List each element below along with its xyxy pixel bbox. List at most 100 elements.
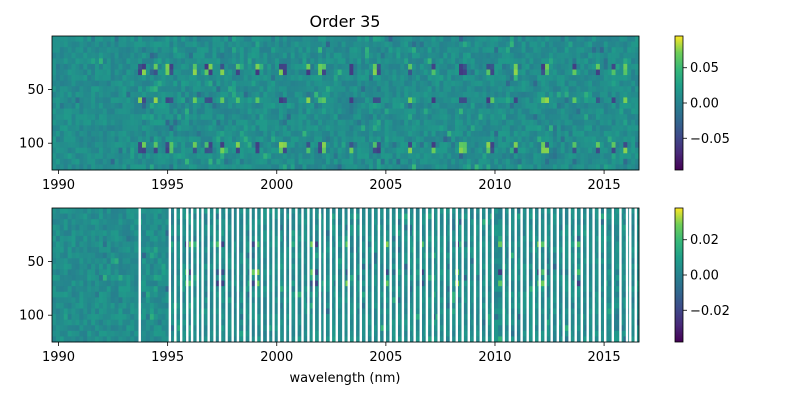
heatmap-cell — [271, 147, 276, 154]
heatmap-cell — [239, 153, 245, 160]
heatmap-cell — [67, 158, 72, 165]
heatmap-cell — [52, 336, 57, 343]
heatmap-cell — [134, 119, 139, 126]
heatmap-cell — [204, 108, 209, 115]
heatmap-cell — [228, 258, 233, 265]
heatmap-cell — [525, 153, 530, 160]
heatmap-cell — [263, 297, 268, 304]
heatmap-cell — [208, 86, 213, 93]
heatmap-cell — [138, 119, 143, 126]
heatmap-cell — [306, 41, 311, 48]
heatmap-cell — [188, 58, 194, 65]
heatmap-cell — [263, 275, 268, 281]
heatmap-cell — [153, 325, 159, 332]
heatmap-cell — [588, 75, 593, 82]
heatmap-cell — [114, 230, 119, 237]
heatmap-cell — [52, 114, 57, 121]
heatmap-cell — [521, 136, 526, 143]
heatmap-cell — [71, 263, 76, 270]
heatmap-cell — [560, 41, 566, 48]
heatmap-cell — [357, 75, 362, 82]
heatmap-cell — [599, 41, 605, 48]
heatmap-cell — [52, 164, 57, 171]
heatmap-cell — [576, 91, 581, 98]
heatmap-cell — [228, 263, 233, 270]
heatmap-cell — [267, 230, 272, 237]
heatmap-cell — [415, 136, 421, 143]
heatmap-cell — [204, 86, 209, 93]
heatmap-cell — [306, 136, 311, 143]
heatmap-cell — [486, 47, 491, 54]
heatmap-cell — [470, 52, 476, 59]
heatmap-cell — [568, 41, 573, 48]
heatmap-cell — [294, 80, 299, 87]
heatmap-cell — [196, 47, 202, 54]
heatmap-cell — [623, 153, 628, 160]
heatmap-cell — [157, 158, 162, 165]
heatmap-cell — [564, 63, 569, 70]
heatmap-cell — [208, 108, 213, 115]
heatmap-cell — [619, 103, 624, 109]
heatmap-cell — [142, 297, 147, 304]
heatmap-cell — [145, 280, 151, 287]
heatmap-cell — [318, 114, 323, 121]
heatmap-cell — [490, 47, 495, 54]
heatmap-cell — [98, 91, 104, 98]
heatmap-cell — [631, 119, 636, 126]
heatmap-cell — [165, 302, 170, 309]
heatmap-cell — [325, 36, 331, 42]
heatmap-cell — [87, 247, 92, 254]
heatmap-cell — [91, 252, 96, 259]
heatmap-cell — [318, 164, 323, 171]
heatmap-cell — [478, 58, 483, 65]
heatmap-cell — [282, 80, 288, 87]
heatmap-cell — [592, 80, 597, 87]
heatmap-cell — [192, 230, 198, 237]
heatmap-cell — [560, 97, 566, 104]
heatmap-cell — [153, 52, 159, 59]
heatmap-cell — [361, 130, 366, 137]
heatmap-cell — [126, 308, 131, 315]
heatmap-cell — [126, 108, 131, 115]
heatmap-cell — [376, 125, 382, 132]
heatmap-cell — [181, 147, 186, 154]
heatmap-cell — [106, 308, 112, 315]
heatmap-cell — [204, 91, 209, 98]
heatmap-cell — [192, 269, 198, 276]
heatmap-cell — [599, 80, 605, 87]
heatmap-cell — [353, 158, 358, 165]
heatmap-cell — [447, 114, 452, 121]
heatmap-cell — [443, 41, 448, 48]
heatmap-cell — [349, 142, 354, 149]
heatmap-cell — [447, 41, 452, 48]
heatmap-cell — [404, 52, 409, 59]
heatmap-cell — [552, 136, 558, 143]
heatmap-cell — [110, 308, 116, 315]
heatmap-cell — [282, 52, 288, 59]
x-axis-top: 1990 1995 2000 2005 2010 2015 — [42, 170, 621, 193]
heatmap-cell — [239, 91, 245, 98]
heatmap-cell — [400, 164, 405, 171]
heatmap-cell — [63, 147, 69, 154]
heatmap-cell — [83, 235, 88, 242]
heatmap-cell — [71, 247, 76, 254]
heatmap-cell — [67, 319, 72, 326]
heatmap-cell — [376, 47, 382, 54]
heatmap-cell — [255, 308, 260, 315]
heatmap-cell — [595, 47, 601, 54]
heatmap-cell — [603, 158, 609, 165]
heatmap-cell — [478, 47, 483, 54]
heatmap-cell — [153, 252, 159, 259]
heatmap-cell — [486, 119, 491, 126]
y-tick-label: 100 — [19, 137, 44, 152]
heatmap-cell — [505, 119, 511, 126]
heatmap-cell — [177, 147, 182, 154]
heatmap-cell — [541, 91, 546, 98]
heatmap-cell — [114, 142, 119, 149]
heatmap-cell — [509, 41, 515, 48]
heatmap-cell — [310, 63, 315, 70]
heatmap-cell — [603, 91, 609, 98]
heatmap-cell — [462, 103, 468, 109]
heatmap-cell — [204, 241, 209, 248]
heatmap-cell — [98, 36, 104, 42]
